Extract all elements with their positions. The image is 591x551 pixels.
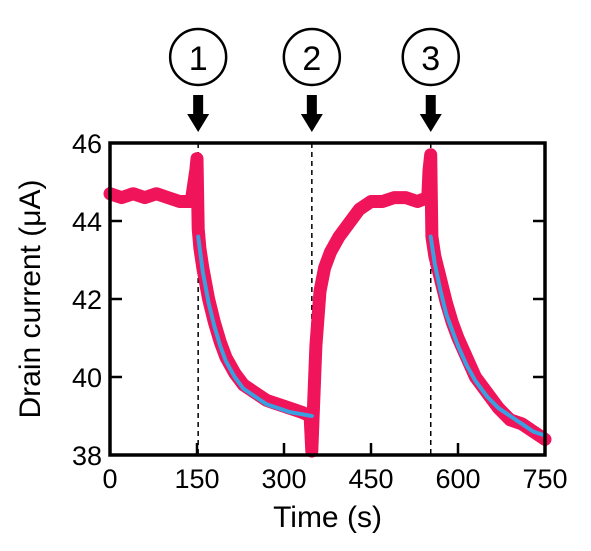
measured-point <box>174 196 185 207</box>
measured-point <box>128 188 139 199</box>
marker-arrow-icon <box>187 95 210 132</box>
marker-circle <box>168 27 228 87</box>
measured-point <box>389 192 400 203</box>
marker-arrow-icon <box>419 95 442 132</box>
x-tick-label: 450 <box>348 464 393 494</box>
marker-circle <box>282 27 342 87</box>
measured-point <box>354 204 365 215</box>
measured-point <box>319 262 330 273</box>
measured-point <box>314 286 325 297</box>
marker-arrow-icon <box>300 95 323 132</box>
measured-point <box>310 340 321 351</box>
measured-point <box>116 192 127 203</box>
measured-point <box>151 188 162 199</box>
marker-label: 2 <box>302 40 321 78</box>
marker-label: 3 <box>421 40 440 78</box>
fit-curve-line <box>428 234 547 438</box>
x-tick-label: 150 <box>174 464 219 494</box>
y-tick-label: 38 <box>72 441 102 471</box>
measured-point <box>424 165 434 176</box>
x-tick-label: 750 <box>522 464 567 494</box>
measured-point <box>190 165 201 176</box>
y-axis-label: Drain current (μA) <box>14 179 47 418</box>
measured-point <box>325 247 336 258</box>
measured-point <box>342 219 353 230</box>
y-tick-label: 42 <box>72 285 102 315</box>
measured-point <box>400 192 411 203</box>
measured-point <box>139 192 150 203</box>
x-axis-label: Time (s) <box>273 501 382 534</box>
measured-point <box>425 149 436 160</box>
measured-point <box>422 192 433 203</box>
measured-point <box>366 196 376 207</box>
y-tick-label: 46 <box>72 129 102 159</box>
x-tick-label: 0 <box>102 464 117 494</box>
marker-label: 1 <box>189 40 208 78</box>
measured-point <box>334 231 345 242</box>
event-markers: 1 2 3 <box>168 27 460 455</box>
fit-curve-line <box>196 234 314 418</box>
marker-circle <box>401 27 460 87</box>
plot-data <box>103 148 552 458</box>
measured-point <box>377 196 388 207</box>
axis-ticks: 0 150 300 450 600 750 38 40 42 44 46 <box>72 129 568 494</box>
x-tick-label: 300 <box>261 464 306 494</box>
x-tick-label: 600 <box>435 464 480 494</box>
plot-frame <box>108 141 547 457</box>
y-tick-label: 40 <box>72 363 102 393</box>
measured-point <box>192 153 202 164</box>
measured-point <box>186 196 197 207</box>
measured-point <box>163 192 173 203</box>
measured-point <box>193 223 204 234</box>
y-tick-label: 44 <box>72 207 102 237</box>
measured-point <box>412 196 423 207</box>
